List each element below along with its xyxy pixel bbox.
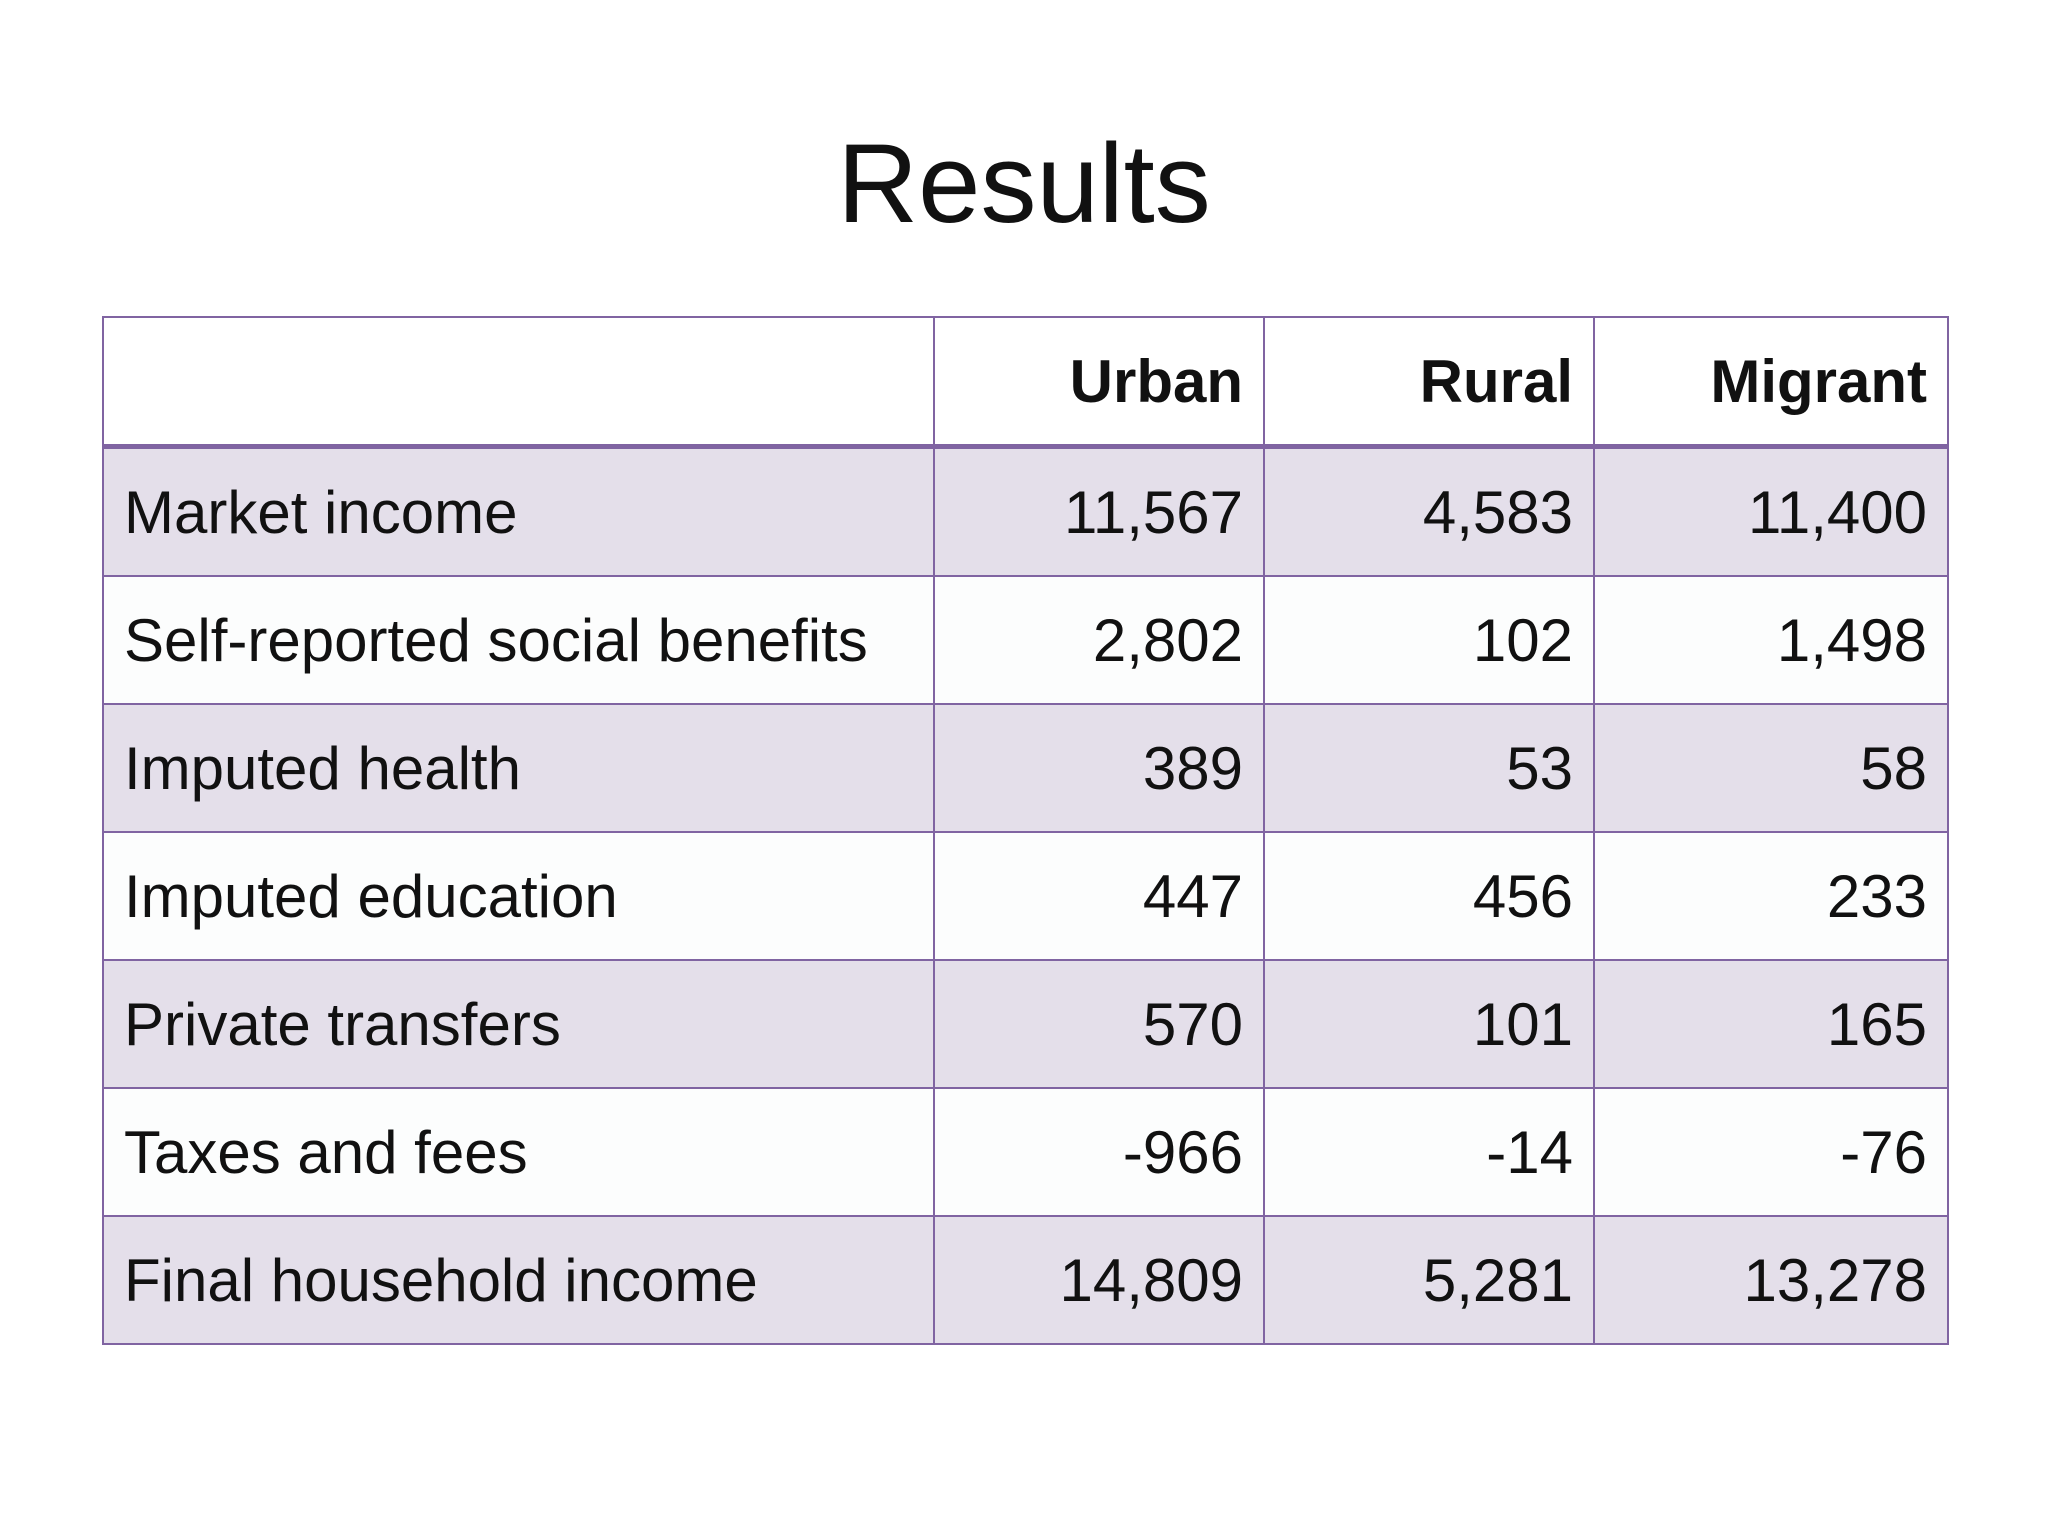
table-row: Market income 11,567 4,583 11,400 [102,445,1949,577]
header-cell-migrant: Migrant [1593,316,1949,449]
header-row: Urban Rural Migrant [102,316,1949,449]
row-label: Market income [102,445,935,577]
cell-rural: 101 [1263,959,1595,1089]
cell-urban: 14,809 [933,1215,1265,1345]
row-label: Imputed health [102,703,935,833]
table-row: Self-reported social benefits 2,802 102 … [102,575,1949,705]
table-row: Taxes and fees -966 -14 -76 [102,1087,1949,1217]
cell-migrant: 165 [1593,959,1949,1089]
cell-rural: 5,281 [1263,1215,1595,1345]
cell-rural: 53 [1263,703,1595,833]
table-row: Imputed education 447 456 233 [102,831,1949,961]
cell-migrant: 58 [1593,703,1949,833]
cell-urban: 389 [933,703,1265,833]
cell-migrant: -76 [1593,1087,1949,1217]
table-body: Market income 11,567 4,583 11,400 Self-r… [102,445,1949,1345]
table-row: Private transfers 570 101 165 [102,959,1949,1089]
table-row: Imputed health 389 53 58 [102,703,1949,833]
table-header: Urban Rural Migrant [102,316,1949,449]
header-cell-urban: Urban [933,316,1265,449]
cell-urban: 2,802 [933,575,1265,705]
cell-migrant: 1,498 [1593,575,1949,705]
header-cell-empty [102,316,935,449]
cell-migrant: 11,400 [1593,445,1949,577]
cell-rural: 4,583 [1263,445,1595,577]
row-label: Taxes and fees [102,1087,935,1217]
cell-rural: -14 [1263,1087,1595,1217]
cell-migrant: 233 [1593,831,1949,961]
cell-urban: 447 [933,831,1265,961]
row-label: Imputed education [102,831,935,961]
cell-rural: 456 [1263,831,1595,961]
cell-urban: -966 [933,1087,1265,1217]
cell-rural: 102 [1263,575,1595,705]
row-label: Self-reported social benefits [102,575,935,705]
cell-migrant: 13,278 [1593,1215,1949,1345]
table-row: Final household income 14,809 5,281 13,2… [102,1215,1949,1345]
row-label: Private transfers [102,959,935,1089]
cell-urban: 570 [933,959,1265,1089]
results-table: Urban Rural Migrant Market income 11,567… [102,316,1949,1345]
cell-urban: 11,567 [933,445,1265,577]
header-cell-rural: Rural [1263,316,1595,449]
row-label: Final household income [102,1215,935,1345]
slide-title: Results [837,121,1211,246]
